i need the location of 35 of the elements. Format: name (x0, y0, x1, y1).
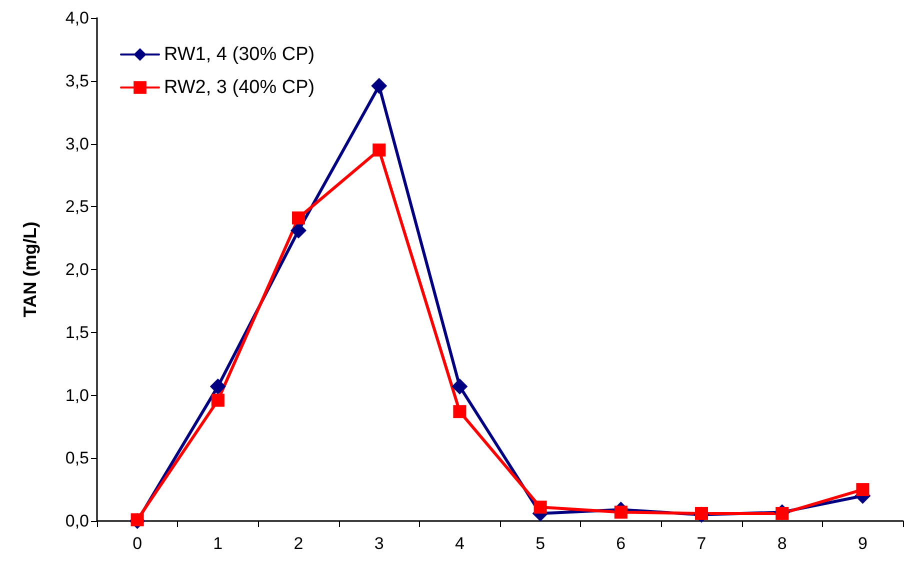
x-tick-label: 7 (696, 534, 706, 553)
y-axis-title: TAN (mg/L) (20, 222, 40, 318)
point (290, 222, 306, 239)
point (371, 78, 388, 94)
legend-label: RW1, 4 (30% CP) (164, 44, 315, 65)
x-tick-label: 0 (132, 534, 142, 553)
y-tick-label: 3,0 (65, 134, 89, 154)
x-tick-label: 8 (777, 534, 787, 553)
point (776, 506, 789, 520)
point (372, 144, 386, 157)
point (292, 211, 305, 224)
point (452, 378, 468, 394)
y-tick-label: 2,0 (65, 260, 89, 279)
y-tick-label: 1,5 (65, 322, 89, 342)
y-tick-label: 3,5 (65, 71, 89, 90)
point (614, 506, 628, 519)
x-tick-label: 2 (294, 534, 304, 553)
x-tick-label: 6 (616, 534, 626, 553)
point (211, 394, 224, 407)
point (210, 378, 226, 394)
point (453, 405, 466, 418)
y-tick-label: 4,0 (65, 8, 89, 28)
y-tick-label: 0,0 (65, 512, 89, 530)
point (534, 500, 547, 514)
point (695, 506, 708, 520)
legend-label: RW2, 3 (40% CP) (164, 77, 315, 98)
x-tick-label: 4 (454, 534, 464, 553)
x-tick-label: 1 (213, 534, 223, 553)
point (856, 483, 870, 496)
x-tick-label: 3 (374, 534, 384, 553)
y-tick-label: 2,5 (65, 197, 89, 216)
x-tick-label: 5 (536, 534, 546, 553)
y-tick-label: 1,0 (65, 386, 89, 405)
x-tick-label: 9 (858, 534, 868, 553)
y-tick-label: 0,5 (65, 448, 89, 468)
